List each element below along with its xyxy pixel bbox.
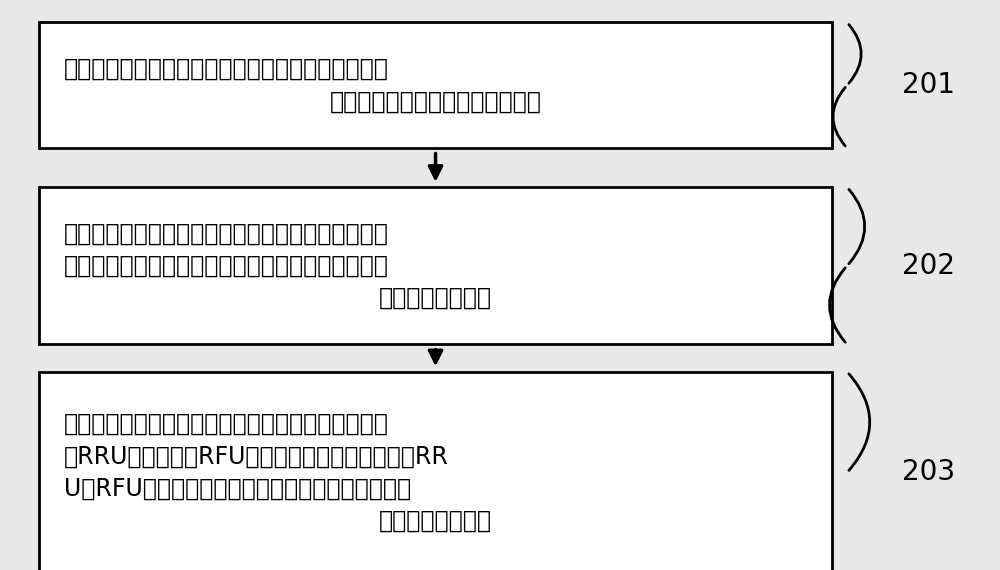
FancyBboxPatch shape (39, 22, 832, 148)
Text: 201: 201 (902, 71, 955, 99)
Text: 逐一确定第一扇区的相邻扇区，并判断相邻扇区是否: 逐一确定第一扇区的相邻扇区，并判断相邻扇区是否 (64, 221, 389, 245)
Text: 务小区的相邻小区: 务小区的相邻小区 (379, 286, 492, 310)
Text: 203: 203 (902, 458, 955, 486)
FancyBboxPatch shape (39, 188, 832, 344)
Text: 扇区且为用户设备当前所在的扇区: 扇区且为用户设备当前所在的扇区 (330, 89, 541, 113)
Text: 确定第一扇区，第一扇区为用户设备的服务小区中的: 确定第一扇区，第一扇区为用户设备的服务小区中的 (64, 57, 389, 81)
Text: 202: 202 (902, 252, 955, 280)
Text: 根据判断的结果激活至少一个第二扇区的射频拉远单: 根据判断的结果激活至少一个第二扇区的射频拉远单 (64, 412, 389, 436)
FancyBboxPatch shape (39, 372, 832, 570)
Text: 目标小区中的扇区: 目标小区中的扇区 (379, 509, 492, 533)
Text: 元RRU或射频单元RFU，以便至少一个第二扇区的RR: 元RRU或射频单元RFU，以便至少一个第二扇区的RR (64, 444, 449, 469)
Text: U或RFU向用户设备发送信息，至少一个第二扇区为: U或RFU向用户设备发送信息，至少一个第二扇区为 (64, 477, 411, 500)
Text: 为用户设备切换的目标小区中的扇区，目标小区为服: 为用户设备切换的目标小区中的扇区，目标小区为服 (64, 254, 389, 278)
